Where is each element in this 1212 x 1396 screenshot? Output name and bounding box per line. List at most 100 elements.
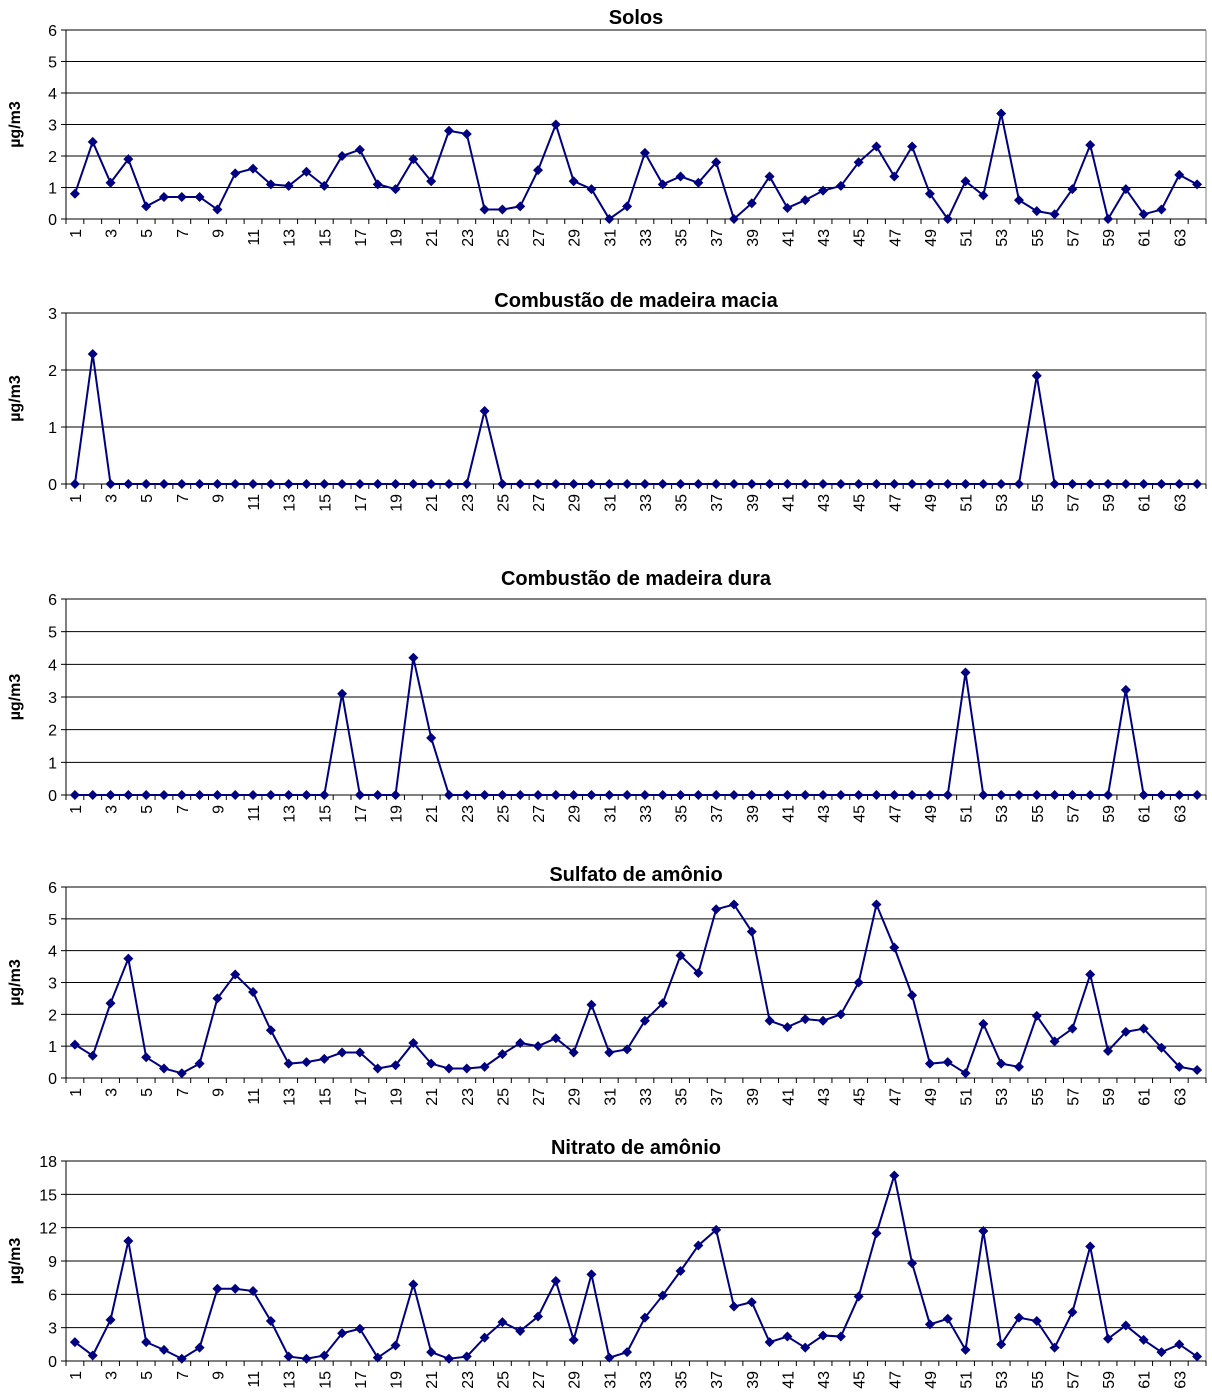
x-tick-label: 27	[531, 229, 548, 247]
data-point	[443, 790, 454, 800]
x-tick-label: 33	[638, 805, 655, 823]
x-tick-label: 19	[389, 805, 406, 823]
x-tick-label: 29	[567, 805, 584, 823]
series-line	[74, 1175, 1198, 1360]
data-point	[1120, 1026, 1131, 1037]
data-point	[1120, 479, 1131, 489]
x-tick-label: 39	[745, 805, 762, 823]
x-tick-label: 57	[1065, 494, 1082, 512]
data-point	[800, 1014, 811, 1025]
data-point	[764, 1015, 775, 1026]
data-point	[319, 1350, 330, 1361]
x-tick-label: 31	[602, 805, 619, 823]
data-point	[1085, 969, 1096, 980]
chart-title: Combustão de madeira dura	[501, 568, 772, 590]
x-tick-label: 39	[745, 1371, 762, 1389]
data-point	[818, 479, 829, 489]
data-point	[639, 147, 650, 158]
x-tick-label: 37	[709, 805, 726, 823]
data-point	[1013, 479, 1024, 489]
x-tick-label: 47	[887, 1088, 904, 1106]
x-tick-label: 3	[104, 229, 121, 238]
x-tick-label: 43	[816, 494, 833, 512]
data-point	[141, 790, 152, 800]
data-point	[533, 1041, 544, 1052]
data-point	[1049, 209, 1060, 220]
data-point	[426, 1347, 437, 1358]
data-point	[568, 790, 579, 800]
data-point	[782, 1331, 793, 1342]
x-tick-label: 1	[68, 1088, 85, 1097]
x-tick-label: 49	[923, 229, 940, 247]
data-point	[853, 977, 864, 988]
data-point	[212, 479, 223, 489]
data-point	[230, 479, 241, 489]
data-point	[711, 157, 722, 168]
x-tick-label: 63	[1172, 229, 1189, 247]
x-tick-label: 59	[1101, 1371, 1118, 1389]
data-point	[248, 479, 259, 489]
data-point	[746, 790, 757, 800]
data-point	[87, 349, 98, 360]
data-point	[497, 790, 508, 800]
data-point	[800, 1342, 811, 1353]
data-point	[996, 1058, 1007, 1069]
data-point	[301, 1353, 312, 1364]
data-point	[639, 790, 650, 800]
data-point	[319, 479, 330, 489]
y-tick-label: 0	[48, 1071, 57, 1088]
x-tick-label: 19	[389, 229, 406, 247]
y-tick-label: 1	[48, 181, 57, 198]
data-point	[105, 177, 116, 188]
x-tick-label: 47	[887, 805, 904, 823]
data-point	[1031, 790, 1042, 800]
data-point	[711, 1224, 722, 1235]
data-point	[265, 790, 276, 800]
data-point	[1103, 214, 1114, 224]
data-point	[515, 790, 526, 800]
x-tick-label: 51	[959, 805, 976, 823]
x-tick-label: 51	[959, 494, 976, 512]
data-point	[408, 154, 419, 165]
data-point	[301, 1057, 312, 1068]
data-point	[1049, 790, 1060, 800]
x-tick-label: 7	[175, 1371, 192, 1380]
chart-title: Sulfato de amônio	[549, 864, 722, 886]
x-tick-label: 63	[1172, 1371, 1189, 1389]
y-tick-label: 3	[48, 306, 57, 323]
data-point	[479, 1332, 490, 1343]
data-point	[443, 125, 454, 136]
data-point	[639, 1015, 650, 1026]
x-tick-label: 61	[1137, 805, 1154, 823]
data-point	[924, 479, 935, 489]
data-point	[942, 1313, 953, 1324]
data-point	[372, 179, 383, 190]
data-point	[212, 993, 223, 1004]
data-point	[301, 790, 312, 800]
data-point	[390, 479, 401, 489]
data-point	[889, 171, 900, 182]
data-point	[123, 953, 134, 964]
x-tick-label: 25	[495, 805, 512, 823]
data-point	[835, 1331, 846, 1342]
data-point	[158, 1344, 169, 1355]
x-tick-label: 51	[959, 1371, 976, 1389]
x-tick-label: 37	[709, 494, 726, 512]
data-point	[657, 790, 668, 800]
x-tick-label: 11	[246, 1088, 263, 1105]
x-tick-label: 59	[1101, 805, 1118, 823]
data-point	[586, 184, 597, 195]
data-point	[764, 171, 775, 182]
data-point	[764, 479, 775, 489]
x-tick-label: 45	[852, 1088, 869, 1106]
x-tick-label: 25	[495, 1088, 512, 1106]
data-point	[1031, 370, 1042, 381]
data-point	[746, 479, 757, 489]
y-tick-label: 6	[48, 592, 57, 609]
data-point	[497, 1317, 508, 1328]
data-point	[746, 198, 757, 209]
x-tick-label: 17	[353, 494, 370, 512]
chart-title: Nitrato de amônio	[551, 1137, 721, 1159]
x-tick-label: 17	[353, 1088, 370, 1106]
data-point	[265, 1025, 276, 1036]
